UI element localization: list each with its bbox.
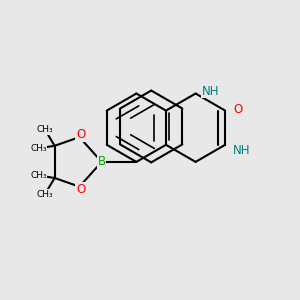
Text: CH₃: CH₃ <box>37 190 53 199</box>
Text: NH: NH <box>232 145 250 158</box>
Text: CH₃: CH₃ <box>30 171 47 180</box>
Text: CH₃: CH₃ <box>30 144 47 153</box>
Text: O: O <box>233 103 242 116</box>
Text: NH: NH <box>202 85 219 98</box>
Text: O: O <box>76 128 85 141</box>
Text: O: O <box>76 183 85 196</box>
Text: B: B <box>98 155 106 168</box>
Text: CH₃: CH₃ <box>37 125 53 134</box>
